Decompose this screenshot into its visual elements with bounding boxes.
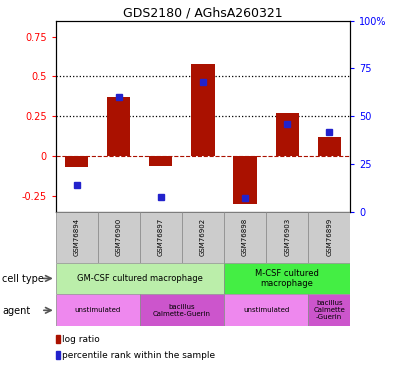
Bar (234, 156, 257, 204)
Text: bacillus
Calmette-Guerin: bacillus Calmette-Guerin (153, 304, 211, 317)
Text: GSM76898: GSM76898 (242, 218, 248, 256)
Bar (308, 212, 350, 262)
Bar (224, 212, 266, 262)
Text: GSM76903: GSM76903 (284, 218, 290, 256)
Bar (318, 137, 341, 156)
Bar (140, 212, 182, 262)
Text: unstimulated: unstimulated (243, 308, 289, 314)
Bar (149, 156, 172, 166)
Text: percentile rank within the sample: percentile rank within the sample (62, 351, 215, 360)
Bar (224, 294, 308, 326)
Text: M-CSF cultured
macrophage: M-CSF cultured macrophage (255, 269, 319, 288)
Bar (56, 262, 224, 294)
Bar (266, 212, 308, 262)
Bar (140, 294, 224, 326)
Text: GSM76894: GSM76894 (74, 218, 80, 256)
Text: agent: agent (2, 306, 30, 315)
Bar (308, 294, 350, 326)
Bar (182, 212, 224, 262)
Text: GSM76900: GSM76900 (116, 218, 122, 256)
Bar (56, 212, 98, 262)
Text: log ratio: log ratio (62, 335, 100, 344)
Text: GSM76899: GSM76899 (326, 218, 332, 256)
Bar (56, 294, 140, 326)
Text: bacillus
Calmette
-Guerin: bacillus Calmette -Guerin (313, 300, 345, 320)
Text: unstimulated: unstimulated (75, 308, 121, 314)
Text: cell type: cell type (2, 274, 44, 284)
Text: GSM76902: GSM76902 (200, 218, 206, 256)
Bar (107, 97, 131, 156)
Bar (191, 64, 215, 156)
Text: GSM76897: GSM76897 (158, 218, 164, 256)
Text: GM-CSF cultured macrophage: GM-CSF cultured macrophage (77, 274, 203, 283)
Bar (224, 262, 350, 294)
Title: GDS2180 / AGhsA260321: GDS2180 / AGhsA260321 (123, 6, 283, 20)
Bar (65, 156, 88, 167)
Bar (98, 212, 140, 262)
Bar (275, 113, 298, 156)
